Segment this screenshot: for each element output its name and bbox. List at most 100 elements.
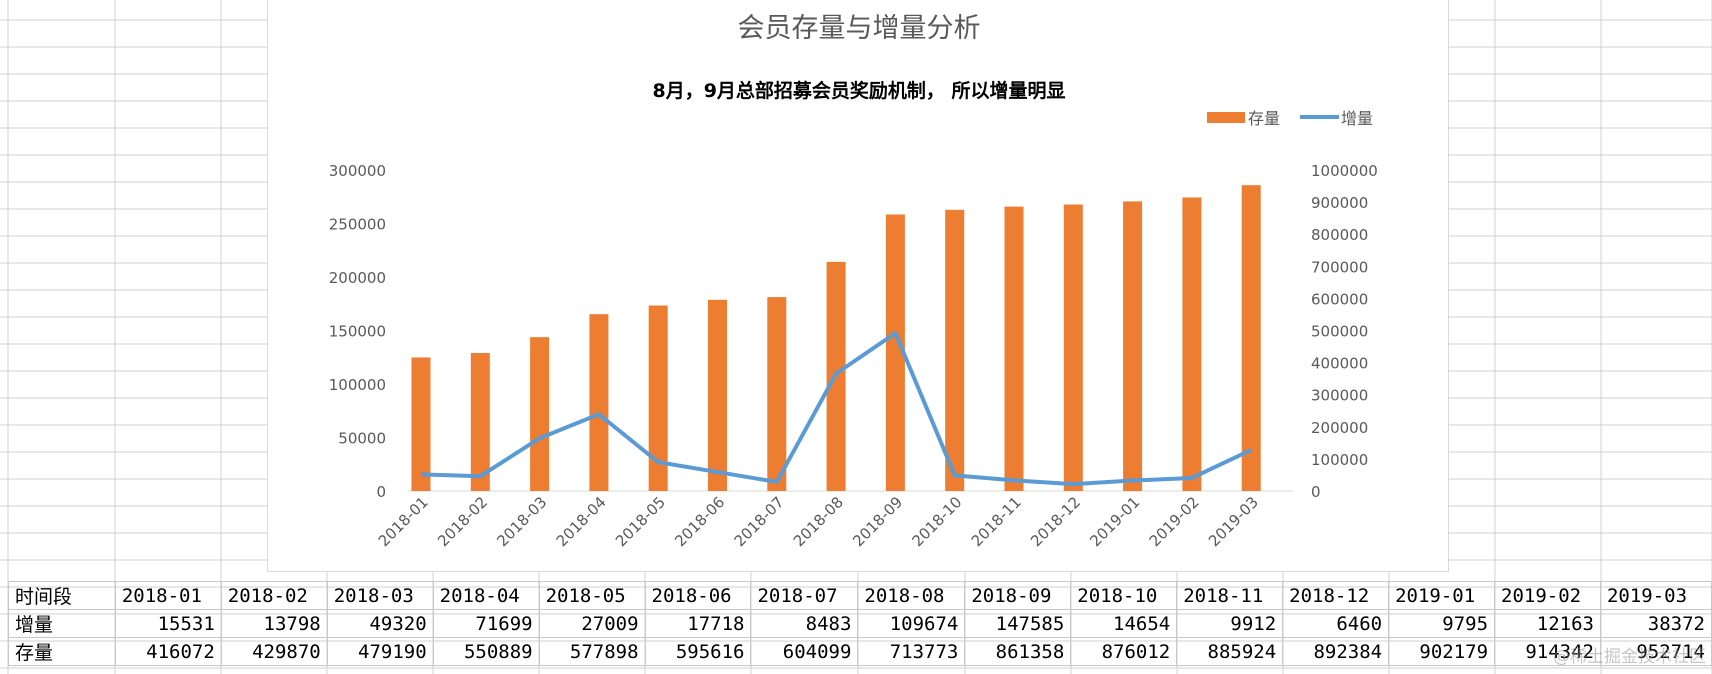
table-cell-stock[interactable]: 892384	[1282, 637, 1390, 666]
right-tick-label: 500000	[1311, 323, 1368, 341]
table-cell-stock[interactable]: 902179	[1388, 637, 1496, 666]
table-cell-stock[interactable]: 604099	[750, 637, 859, 666]
right-tick-label: 700000	[1311, 258, 1368, 276]
bar-stock	[1063, 204, 1083, 491]
table-cell-increment[interactable]: 6460	[1282, 609, 1390, 638]
bar-stock	[411, 357, 431, 491]
table-label-stock[interactable]: 存量	[8, 637, 116, 666]
bar-stock	[767, 297, 787, 491]
table-cell-increment[interactable]: 27009	[538, 609, 646, 638]
right-tick-label: 1000000	[1311, 162, 1378, 180]
table-cell-stock[interactable]: 861358	[964, 637, 1072, 666]
table-cell-increment[interactable]: 13798	[220, 609, 328, 638]
table-cell-period[interactable]: 2018-05	[538, 581, 646, 610]
left-tick-label: 100000	[329, 376, 386, 394]
table-cell-stock[interactable]: 952714	[1599, 637, 1712, 666]
table-cell-period[interactable]: 2019-02	[1494, 581, 1601, 610]
x-tick-label: 2018-11	[968, 493, 1025, 550]
table-cell-increment[interactable]: 15531	[114, 609, 222, 638]
right-tick-label: 900000	[1311, 194, 1368, 212]
bar-stock	[1123, 201, 1143, 491]
right-tick-label: 100000	[1311, 451, 1368, 469]
left-tick-label: 150000	[329, 323, 386, 341]
table-cell-period[interactable]: 2018-09	[964, 581, 1072, 610]
x-tick-label: 2019-02	[1146, 493, 1203, 550]
table-cell-stock[interactable]: 713773	[857, 637, 966, 666]
right-tick-label: 200000	[1311, 419, 1368, 437]
table-cell-period[interactable]: 2018-12	[1282, 581, 1390, 610]
combo-chart: 会员存量与增量分析 8月，9月总部招募会员奖励机制， 所以增量明显 存量 增量 …	[329, 13, 1378, 550]
watermark: @稀土掘金技术社区	[1553, 647, 1706, 667]
bar-stock	[945, 209, 965, 491]
table-cell-period[interactable]: 2018-04	[432, 581, 540, 610]
table-cell-stock[interactable]: 429870	[220, 637, 328, 666]
table-cell-increment[interactable]: 71699	[432, 609, 540, 638]
table-cell-period[interactable]: 2019-01	[1388, 581, 1496, 610]
table-cell-stock[interactable]: 416072	[114, 637, 222, 666]
table-cell-increment[interactable]: 12163	[1494, 609, 1601, 638]
table-cell-increment[interactable]: 8483	[750, 609, 859, 638]
table-cell-increment[interactable]: 9912	[1176, 609, 1284, 638]
table-row-increment: 增量 15531 13798 49320 71699 27009 17718 8483 109…	[8, 609, 1712, 638]
legend: 存量 增量	[1207, 109, 1373, 128]
right-tick-label: 600000	[1311, 290, 1368, 308]
table-cell-stock[interactable]: 550889	[432, 637, 540, 666]
right-tick-label: 300000	[1311, 387, 1368, 405]
x-tick-label: 2018-12	[1027, 493, 1084, 550]
table-cell-stock[interactable]: 577898	[538, 637, 646, 666]
table-header-period[interactable]: 时间段	[8, 581, 116, 610]
x-tick-label: 2018-08	[790, 493, 847, 550]
x-tick-label: 2019-03	[1205, 493, 1262, 550]
x-tick-label: 2018-02	[434, 493, 491, 550]
x-axis-labels: 2018-01 2018-02 2018-03 2018-04 2018-05 2018-…	[375, 493, 1262, 550]
table-cell-period[interactable]: 2018-07	[750, 581, 859, 610]
table-row-stock: 存量 416072 429870 479190 550889 577898 595616 6…	[8, 637, 1712, 666]
table-cell-period[interactable]: 2019-03	[1599, 581, 1712, 610]
bar-stock	[1004, 206, 1024, 491]
bar-stock	[589, 314, 609, 491]
table-cell-stock[interactable]: 914342	[1494, 637, 1601, 666]
bar-stock	[708, 299, 727, 491]
table-cell-increment[interactable]: 147585	[964, 609, 1072, 638]
table-label-increment[interactable]: 增量	[8, 609, 116, 638]
table-cell-increment[interactable]: 9795	[1388, 609, 1496, 638]
table-row-dates: 时间段 2018-01 2018-02 2018-03 2018-04 2018-05 2…	[8, 581, 1712, 610]
x-tick-label: 2018-04	[553, 493, 610, 550]
x-tick-label: 2019-01	[1086, 493, 1143, 550]
table-cell-period[interactable]: 2018-02	[220, 581, 328, 610]
left-tick-label: 200000	[329, 269, 386, 287]
x-tick-label: 2018-09	[849, 493, 906, 550]
left-tick-label: 50000	[338, 430, 386, 448]
bar-stock	[1241, 185, 1261, 491]
table-cell-increment[interactable]: 17718	[644, 609, 752, 638]
table-cell-period[interactable]: 2018-08	[857, 581, 966, 610]
bar-stock	[885, 214, 905, 491]
table-cell-period[interactable]: 2018-01	[114, 581, 222, 610]
table-cell-period[interactable]: 2018-10	[1070, 581, 1178, 610]
x-tick-label: 2018-03	[493, 493, 550, 550]
legend-label-stock: 存量	[1248, 109, 1280, 128]
data-table: 时间段 2018-01 2018-02 2018-03 2018-04 2018-05 2…	[8, 581, 1712, 666]
table-cell-increment[interactable]: 49320	[326, 609, 434, 638]
table-cell-stock[interactable]: 876012	[1070, 637, 1178, 666]
bar-stock	[470, 353, 490, 491]
right-tick-label: 0	[1311, 483, 1321, 501]
bar-stock	[530, 337, 550, 491]
table-cell-increment[interactable]: 38372	[1599, 609, 1712, 638]
table-cell-period[interactable]: 2018-11	[1176, 581, 1284, 610]
table-cell-stock[interactable]: 885924	[1176, 637, 1284, 666]
x-tick-label: 2018-05	[612, 493, 669, 550]
left-tick-label: 250000	[329, 216, 386, 234]
table-cell-period[interactable]: 2018-03	[326, 581, 434, 610]
right-axis: 0 100000 200000 300000 400000 500000 600000 700…	[1311, 162, 1378, 501]
table-cell-increment[interactable]: 14654	[1070, 609, 1178, 638]
table-cell-period[interactable]: 2018-06	[644, 581, 752, 610]
table-cell-stock[interactable]: 595616	[644, 637, 752, 666]
table-cell-stock[interactable]: 479190	[326, 637, 434, 666]
bar-stock	[1182, 197, 1202, 491]
right-tick-label: 800000	[1311, 226, 1368, 244]
chart-panel[interactable]: 会员存量与增量分析 8月，9月总部招募会员奖励机制， 所以增量明显 存量 增量 …	[267, 0, 1449, 572]
table-cell-increment[interactable]: 109674	[857, 609, 966, 638]
x-tick-label: 2018-07	[731, 493, 788, 550]
legend-label-increment: 增量	[1341, 109, 1373, 128]
